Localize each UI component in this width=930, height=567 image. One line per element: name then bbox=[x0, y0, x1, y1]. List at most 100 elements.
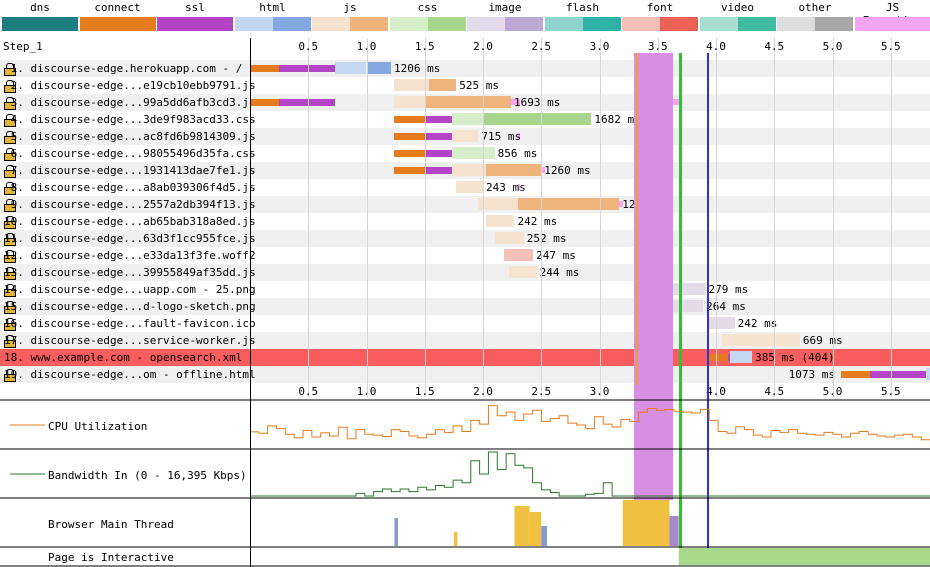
request-row[interactable]: 10. discourse-edge...ab65bab318a8ed.js 24… bbox=[0, 213, 930, 230]
request-duration: 242 ms bbox=[517, 215, 558, 228]
timing-segment-js-req bbox=[451, 130, 479, 142]
timing-segment-jsexec bbox=[517, 184, 521, 190]
axis-tick-label: 4.0 bbox=[706, 385, 726, 398]
timing-segment-jsexec bbox=[541, 167, 545, 173]
request-row[interactable]: 13. discourse-edge...39955849af35dd.js 24… bbox=[0, 264, 930, 281]
timing-segment-js-req bbox=[508, 266, 537, 278]
request-row[interactable]: 17. discourse-edge...service-worker.js 66… bbox=[0, 332, 930, 349]
legend-label: ssl bbox=[185, 1, 205, 14]
perf-panels bbox=[0, 399, 930, 567]
lock-icon bbox=[4, 80, 16, 93]
timing-segment-js-req bbox=[721, 334, 800, 346]
request-row[interactable]: 15. discourse-edge...d-logo-sketch.png 26… bbox=[0, 298, 930, 315]
request-row[interactable]: 2. discourse-edge...e19cb10ebb9791.js 525… bbox=[0, 77, 930, 94]
axis-tick-label: 5.5 bbox=[880, 40, 901, 53]
legend-item: ssl bbox=[157, 0, 233, 34]
request-row[interactable]: 3. discourse-edge...99a5dd6afb3cd3.js 169… bbox=[0, 94, 930, 111]
request-row[interactable]: 4. discourse-edge...3de9f983acd33.css 168… bbox=[0, 111, 930, 128]
axis-tick-label: 1.0 bbox=[356, 40, 377, 53]
lock-icon bbox=[4, 369, 16, 382]
request-label: 4. discourse-edge...3de9f983acd33.css bbox=[4, 113, 256, 126]
request-row[interactable]: 8. discourse-edge...a8ab039306f4d5.js 243… bbox=[0, 179, 930, 196]
timing-segment-ssl bbox=[424, 150, 452, 157]
legend-label: js bbox=[343, 1, 357, 14]
legend-item: connect bbox=[79, 0, 156, 34]
axis-tick-label: 0.5 bbox=[298, 40, 319, 53]
lock-icon bbox=[4, 199, 16, 212]
request-label: 2. discourse-edge...e19cb10ebb9791.js bbox=[4, 79, 256, 92]
request-row[interactable]: 11. discourse-edge...63d3f1cc955fce.js 25… bbox=[0, 230, 930, 247]
request-row[interactable]: 12. discourse-edge...e33da13f3fe.woff2 24… bbox=[0, 247, 930, 264]
legend-swatch bbox=[234, 17, 311, 31]
dom-interactive-marker bbox=[634, 53, 673, 500]
timing-segment-image-req bbox=[706, 317, 735, 329]
timing-segment-ssl bbox=[424, 133, 452, 140]
request-row[interactable]: 19. discourse-edge...om - offline.html 10… bbox=[0, 366, 930, 383]
timing-segment-connect bbox=[394, 167, 425, 174]
timing-segment-ssl bbox=[424, 167, 452, 174]
legend-swatch bbox=[699, 17, 776, 31]
legend-item: js bbox=[312, 0, 388, 34]
legend-item: font bbox=[622, 0, 698, 34]
lock-icon bbox=[4, 182, 16, 195]
request-label: 11. discourse-edge...63d3f1cc955fce.js bbox=[4, 232, 256, 245]
timing-segment-connect bbox=[394, 116, 425, 123]
lock-icon bbox=[4, 148, 16, 161]
main-thread-activity bbox=[622, 500, 670, 546]
timing-segment-js-req bbox=[486, 215, 515, 227]
timing-segment-connect bbox=[840, 371, 870, 378]
gridline bbox=[366, 38, 368, 397]
request-duration: 243 ms bbox=[486, 181, 526, 194]
request-row[interactable]: 7. discourse-edge...1931413dae7fe1.js 126… bbox=[0, 162, 930, 179]
legend-swatch bbox=[622, 17, 698, 31]
legend-swatch bbox=[467, 17, 543, 31]
gridline bbox=[716, 38, 717, 397]
request-label: 1. discourse-edge.herokuapp.com - / bbox=[4, 62, 243, 75]
main-thread-activity bbox=[541, 526, 548, 546]
main-thread-activity bbox=[394, 518, 398, 546]
timing-segment-js bbox=[517, 198, 620, 210]
cpu-series bbox=[250, 405, 930, 441]
request-duration: 1260 ms bbox=[544, 164, 591, 177]
gridline bbox=[774, 38, 776, 397]
gridline bbox=[424, 38, 426, 397]
request-label: 12. discourse-edge...e33da13f3fe.woff2 bbox=[4, 249, 256, 262]
request-row[interactable]: 9. discourse-edge...2557a2db394f13.js120… bbox=[0, 196, 930, 213]
timing-segment-html-req bbox=[925, 368, 930, 380]
timing-segment-connect bbox=[706, 354, 728, 361]
axis-tick-label: 4.5 bbox=[764, 385, 785, 398]
request-row[interactable]: 6. discourse-edge...98055496d35fa.css 856… bbox=[0, 145, 930, 162]
axis-tick-label: 5.5 bbox=[880, 385, 901, 398]
request-row[interactable]: 5. discourse-edge...ac8fd6b9814309.js 715… bbox=[0, 128, 930, 145]
request-row[interactable]: 18. www.example.com - opensearch.xml 385 … bbox=[0, 349, 930, 366]
legend-label: html bbox=[259, 1, 286, 14]
bandwidth-label: Bandwidth In (0 - 16,395 Kbps) bbox=[48, 469, 247, 482]
legend-swatch bbox=[312, 17, 388, 31]
cpu-label: CPU Utilization bbox=[48, 420, 148, 433]
legend-label: dns bbox=[30, 1, 50, 14]
header-row: Step_1 bbox=[0, 38, 930, 55]
request-row[interactable]: 1. discourse-edge.herokuapp.com - / 1206 … bbox=[0, 60, 930, 77]
legend-swatch bbox=[79, 17, 156, 31]
lock-icon bbox=[4, 114, 16, 127]
interactive-label: Page is Interactive bbox=[48, 551, 174, 564]
timing-segment-ssl bbox=[869, 371, 926, 378]
axis-tick-label: 3.0 bbox=[589, 40, 610, 53]
lock-icon bbox=[4, 63, 16, 76]
axis-tick-label: 4.5 bbox=[764, 40, 785, 53]
request-label: 8. discourse-edge...a8ab039306f4d5.js bbox=[4, 181, 256, 194]
request-row[interactable]: 16. discourse-edge...fault-favicon.ico 24… bbox=[0, 315, 930, 332]
lock-icon bbox=[4, 250, 16, 263]
label-column-divider bbox=[250, 38, 251, 567]
axis-tick-label: 1.0 bbox=[356, 385, 377, 398]
request-label: 6. discourse-edge...98055496d35fa.css bbox=[4, 147, 256, 160]
request-label: 13. discourse-edge...39955849af35dd.js bbox=[4, 266, 256, 279]
axis-tick-label: 5.0 bbox=[822, 385, 843, 398]
request-duration: 715 ms bbox=[481, 130, 522, 143]
request-label: 3. discourse-edge...99a5dd6afb3cd3.js bbox=[4, 96, 256, 109]
gridline bbox=[832, 38, 834, 397]
legend-swatch bbox=[157, 17, 233, 31]
lock-icon bbox=[4, 301, 16, 314]
legend-label: flash bbox=[565, 1, 600, 14]
lock-icon bbox=[4, 165, 16, 178]
